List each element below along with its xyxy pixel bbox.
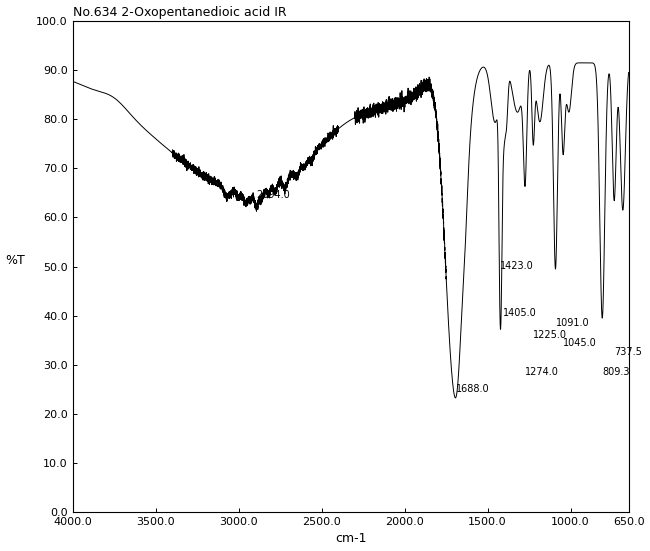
Text: 1274.0: 1274.0: [525, 367, 559, 377]
Y-axis label: %T: %T: [6, 253, 25, 267]
Text: 1091.0: 1091.0: [556, 318, 589, 328]
Text: 1423.0: 1423.0: [500, 262, 534, 272]
Text: 1225.0: 1225.0: [533, 330, 567, 340]
Text: No.634 2-Oxopentanedioic acid IR: No.634 2-Oxopentanedioic acid IR: [73, 6, 287, 19]
Text: 2894.0: 2894.0: [256, 190, 290, 201]
Text: 1405.0: 1405.0: [503, 308, 537, 318]
Text: 809.3: 809.3: [602, 367, 630, 377]
X-axis label: cm-1: cm-1: [335, 532, 367, 545]
Text: 1688.0: 1688.0: [456, 384, 490, 394]
Text: 1045.0: 1045.0: [563, 338, 597, 348]
Text: 737.5: 737.5: [614, 347, 642, 358]
